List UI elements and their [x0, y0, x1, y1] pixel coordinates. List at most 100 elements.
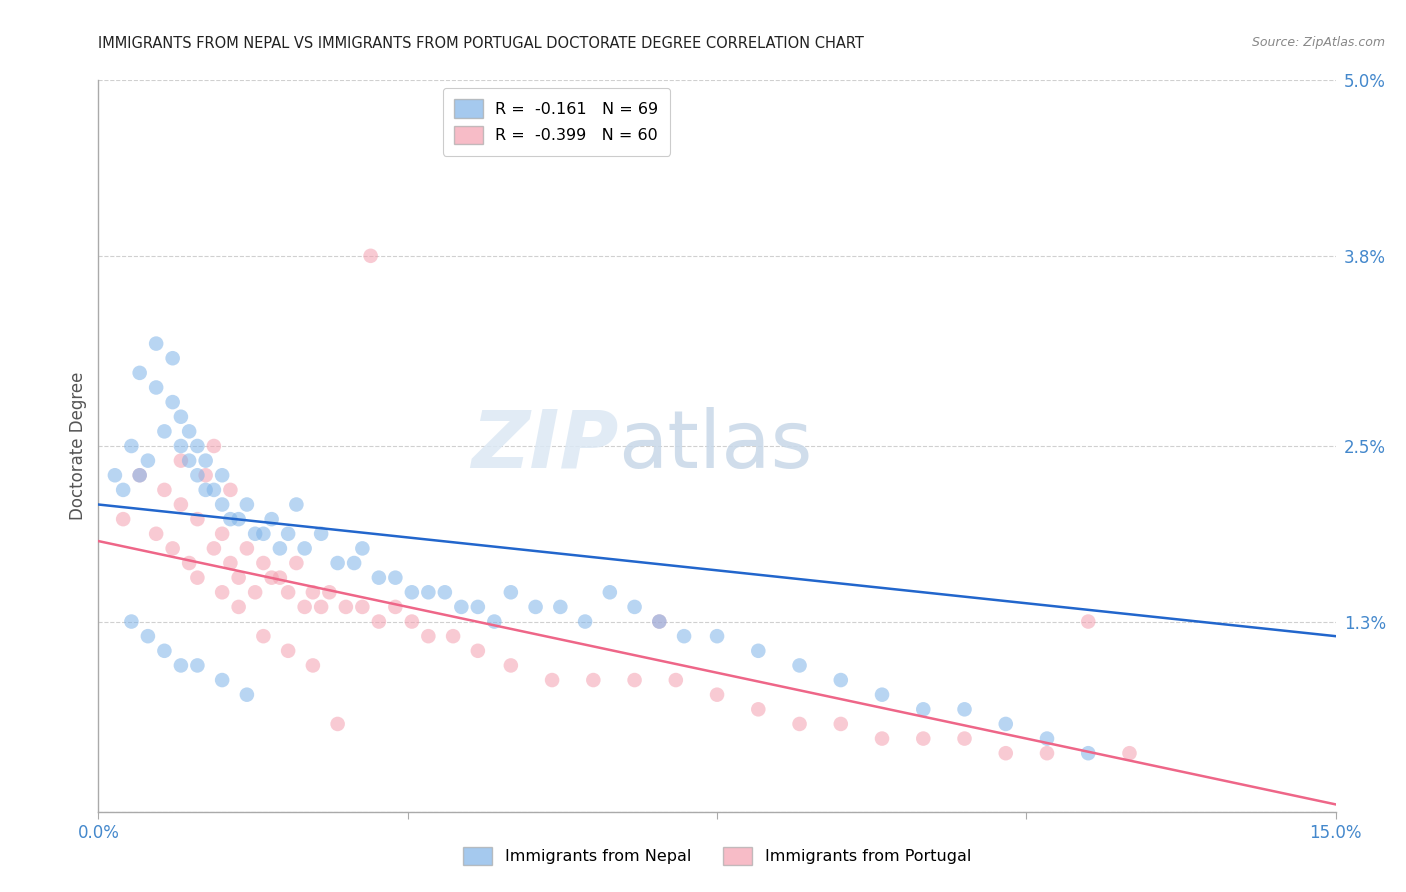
Point — [170, 658, 193, 673]
Point — [202, 439, 225, 453]
Point — [269, 541, 291, 556]
Point — [367, 571, 389, 585]
Text: atlas: atlas — [619, 407, 813, 485]
Point — [318, 585, 340, 599]
Point — [269, 571, 291, 585]
Point — [211, 526, 233, 541]
Point — [623, 673, 645, 687]
Point — [162, 395, 184, 409]
Point — [170, 498, 193, 512]
Point — [673, 629, 696, 643]
Point — [153, 644, 176, 658]
Point — [648, 615, 671, 629]
Point — [830, 717, 852, 731]
Point — [136, 453, 159, 467]
Point — [202, 483, 225, 497]
Point — [211, 468, 233, 483]
Text: IMMIGRANTS FROM NEPAL VS IMMIGRANTS FROM PORTUGAL DOCTORATE DEGREE CORRELATION C: IMMIGRANTS FROM NEPAL VS IMMIGRANTS FROM… — [98, 36, 865, 51]
Point — [870, 688, 893, 702]
Point — [499, 103, 522, 117]
Point — [582, 673, 605, 687]
Point — [128, 468, 150, 483]
Point — [367, 615, 389, 629]
Point — [179, 556, 201, 570]
Point — [343, 556, 366, 570]
Point — [418, 629, 440, 643]
Point — [179, 425, 201, 439]
Point — [401, 585, 423, 599]
Point — [665, 673, 688, 687]
Point — [120, 439, 142, 453]
Point — [202, 541, 225, 556]
Point — [260, 571, 283, 585]
Point — [128, 468, 150, 483]
Point — [136, 629, 159, 643]
Point — [145, 336, 167, 351]
Point — [145, 380, 167, 394]
Point — [1118, 746, 1140, 760]
Point — [706, 629, 728, 643]
Point — [186, 571, 208, 585]
Point — [550, 599, 572, 614]
Point — [302, 585, 325, 599]
Point — [243, 585, 266, 599]
Point — [484, 615, 506, 629]
Point — [1036, 746, 1059, 760]
Point — [211, 585, 233, 599]
Point — [277, 644, 299, 658]
Point — [186, 468, 208, 483]
Point — [433, 585, 456, 599]
Point — [277, 585, 299, 599]
Point — [599, 585, 621, 599]
Point — [294, 541, 316, 556]
Point — [277, 526, 299, 541]
Point — [418, 585, 440, 599]
Point — [912, 702, 935, 716]
Point — [1077, 746, 1099, 760]
Point — [830, 673, 852, 687]
Point — [260, 512, 283, 526]
Point — [541, 673, 564, 687]
Point — [194, 483, 217, 497]
Point — [194, 468, 217, 483]
Point — [211, 498, 233, 512]
Point — [994, 746, 1017, 760]
Text: Source: ZipAtlas.com: Source: ZipAtlas.com — [1251, 36, 1385, 49]
Point — [219, 556, 242, 570]
Point — [252, 629, 274, 643]
Point — [211, 673, 233, 687]
Point — [574, 615, 596, 629]
Point — [450, 599, 472, 614]
Point — [309, 599, 332, 614]
Y-axis label: Doctorate Degree: Doctorate Degree — [69, 372, 87, 520]
Point — [219, 512, 242, 526]
Point — [747, 702, 769, 716]
Point — [912, 731, 935, 746]
Point — [499, 585, 522, 599]
Point — [1036, 731, 1059, 746]
Point — [120, 615, 142, 629]
Point — [623, 599, 645, 614]
Point — [153, 425, 176, 439]
Point — [228, 571, 250, 585]
Point — [648, 615, 671, 629]
Point — [153, 483, 176, 497]
Point — [302, 658, 325, 673]
Point — [186, 439, 208, 453]
Point — [384, 571, 406, 585]
Point — [228, 599, 250, 614]
Point — [112, 512, 135, 526]
Point — [285, 556, 308, 570]
Point — [285, 498, 308, 512]
Point — [326, 556, 349, 570]
Point — [789, 658, 811, 673]
Point — [179, 453, 201, 467]
Point — [524, 599, 547, 614]
Point — [294, 599, 316, 614]
Point — [104, 468, 127, 483]
Legend: Immigrants from Nepal, Immigrants from Portugal: Immigrants from Nepal, Immigrants from P… — [456, 838, 979, 873]
Point — [194, 453, 217, 467]
Point — [186, 512, 208, 526]
Point — [243, 526, 266, 541]
Point — [219, 483, 242, 497]
